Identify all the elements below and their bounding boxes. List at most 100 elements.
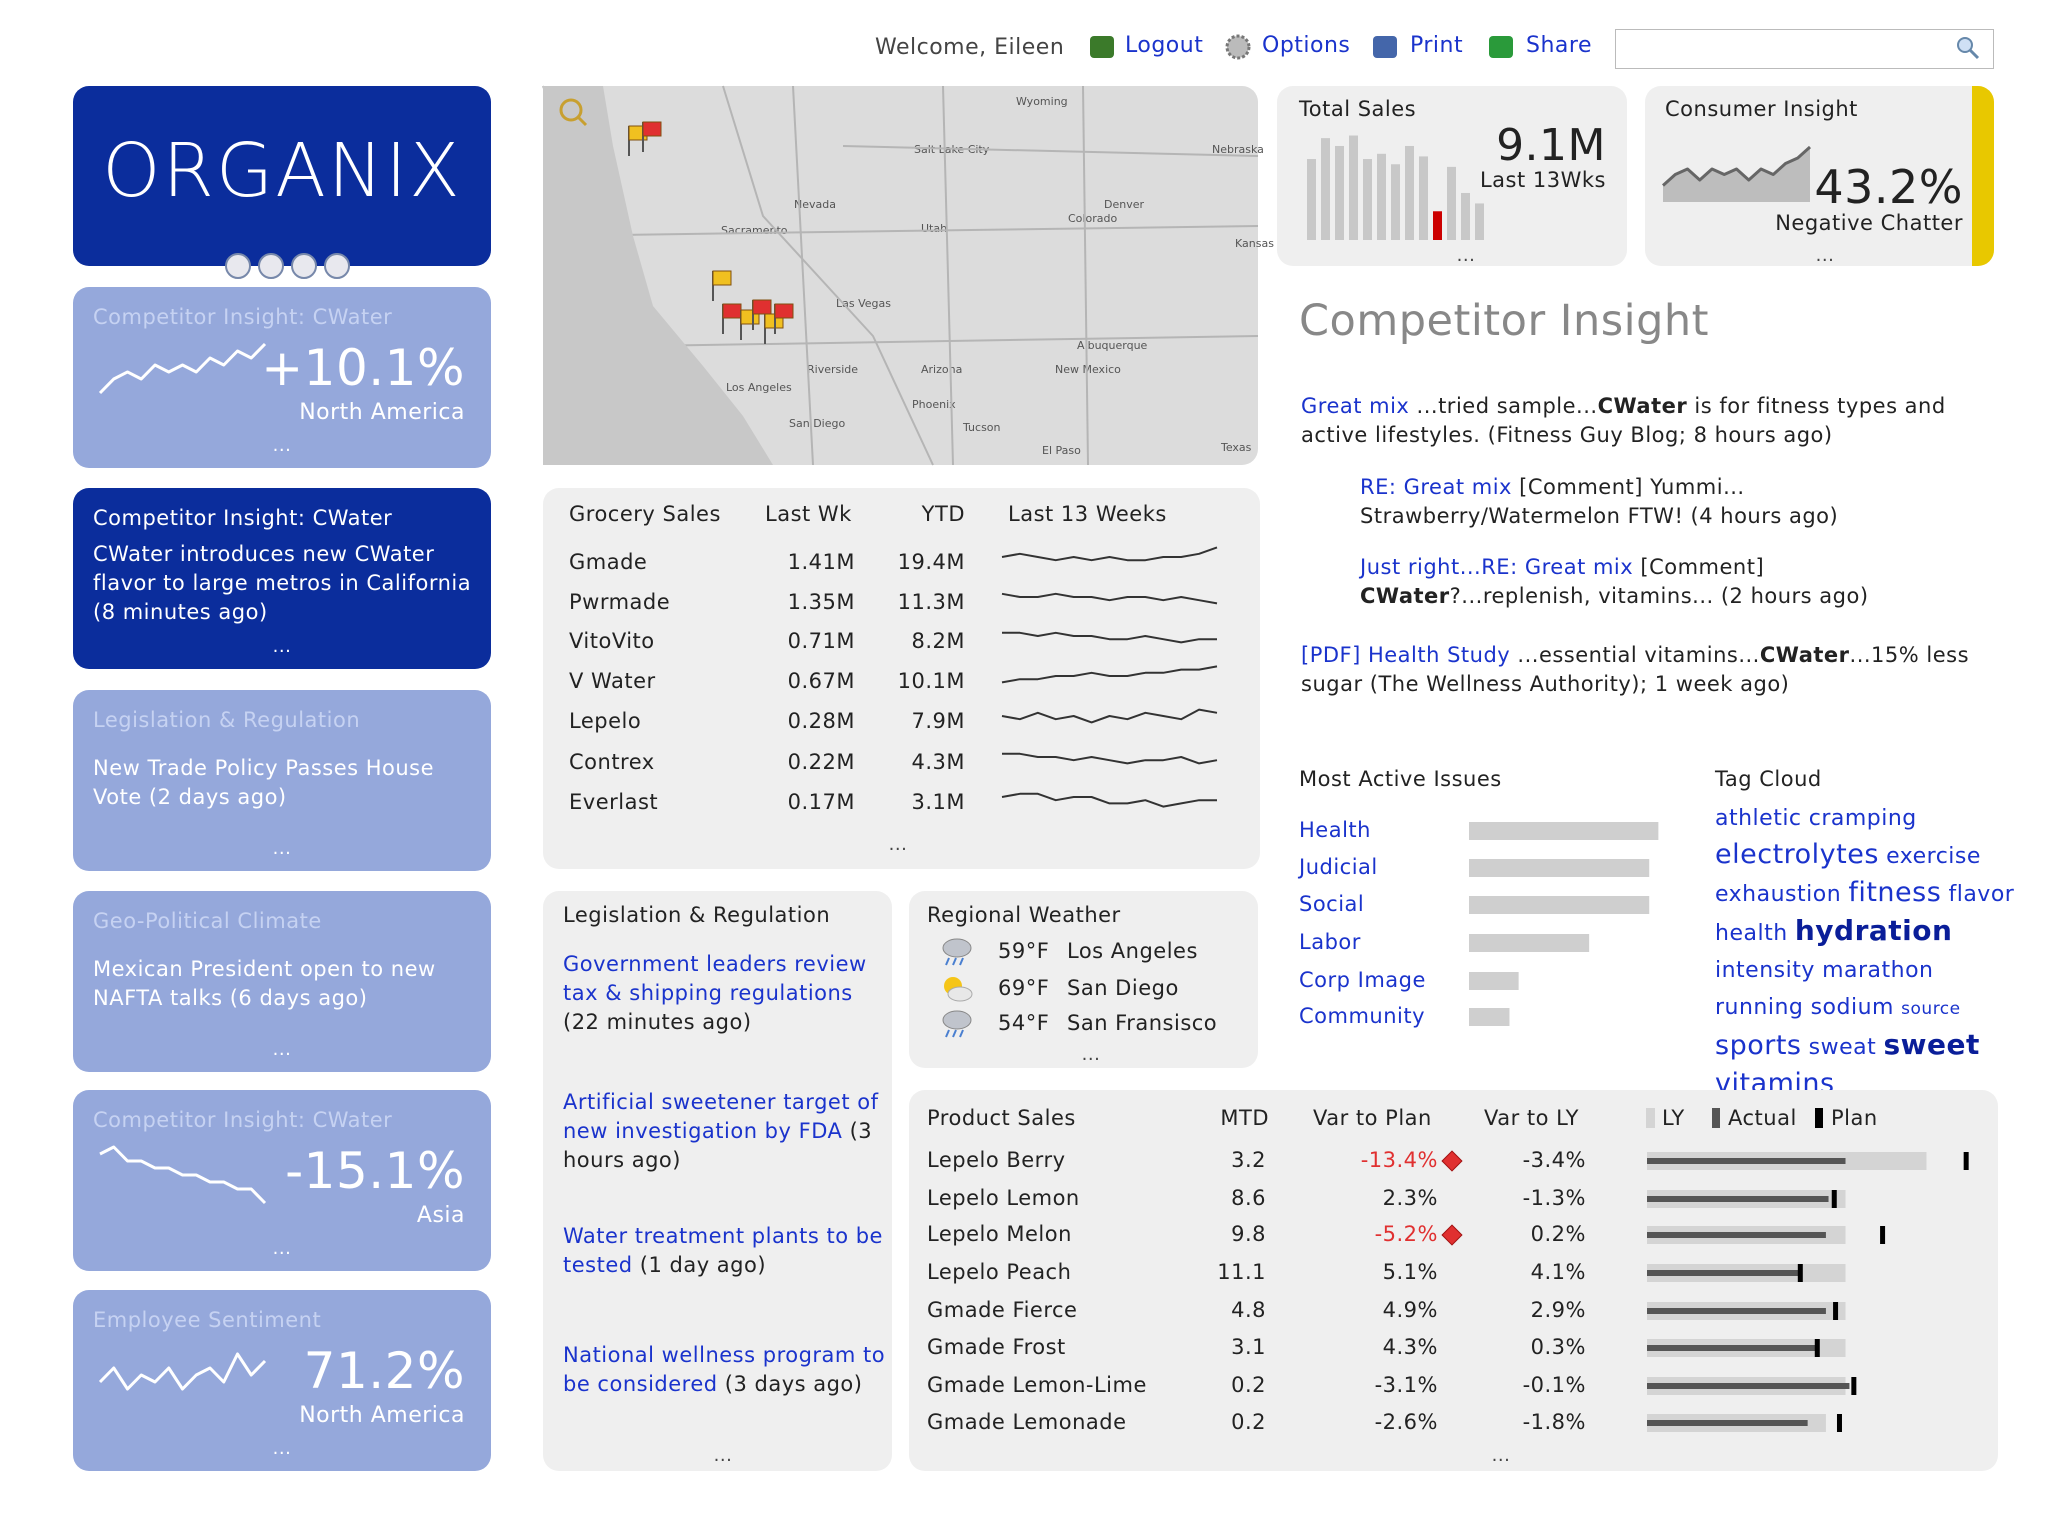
- issue-bar: [1469, 822, 1659, 840]
- tag[interactable]: sodium: [1810, 995, 1894, 1020]
- more-ellipsis[interactable]: ...: [1081, 1044, 1101, 1065]
- tag[interactable]: exercise: [1886, 844, 1981, 869]
- more-ellipsis[interactable]: ...: [272, 435, 292, 456]
- tag[interactable]: marathon: [1822, 958, 1934, 983]
- tag[interactable]: running: [1715, 995, 1804, 1020]
- tag[interactable]: sweat: [1808, 1035, 1877, 1060]
- more-ellipsis[interactable]: ...: [272, 636, 292, 657]
- product-name: Lepelo Melon: [927, 1222, 1072, 1246]
- feed-item: Just right...RE: Great mix [Comment] CWa…: [1360, 553, 1995, 611]
- tag[interactable]: source: [1901, 999, 1961, 1019]
- tag[interactable]: electrolytes: [1715, 839, 1879, 870]
- feed-text: ?...replenish, vitamins... (2 hours ago): [1449, 584, 1869, 608]
- legend-label: LY: [1662, 1106, 1685, 1130]
- rain-drop: [952, 957, 957, 966]
- more-ellipsis[interactable]: ...: [1815, 245, 1835, 266]
- tag[interactable]: sweet: [1883, 1028, 1980, 1061]
- carousel-button[interactable]: [225, 253, 251, 279]
- row-sparkline: [1001, 792, 1217, 808]
- row-sparkline: [1001, 665, 1218, 684]
- news-link[interactable]: Water treatment plants to be tested: [563, 1224, 883, 1277]
- actual-bar: [1647, 1308, 1826, 1314]
- more-ellipsis[interactable]: ...: [272, 1238, 292, 1259]
- issue-name[interactable]: Corp Image: [1299, 968, 1426, 992]
- row-name: Gmade: [569, 550, 648, 574]
- row-sparkline: [1002, 631, 1217, 644]
- news-link[interactable]: Government leaders review tax & shipping…: [563, 952, 867, 1005]
- product-name: Gmade Lemon-Lime: [927, 1373, 1147, 1397]
- legislation-panel: [543, 891, 892, 1471]
- tag[interactable]: cramping: [1808, 806, 1917, 831]
- weather-city: San Diego: [1067, 976, 1179, 1000]
- cell: 9.8: [1231, 1222, 1266, 1246]
- tag[interactable]: exhaustion: [1715, 882, 1842, 907]
- sales-bar: [1433, 211, 1442, 240]
- more-ellipsis[interactable]: ...: [272, 838, 292, 859]
- feed-text[interactable]: [PDF] Health Study: [1301, 643, 1511, 667]
- more-ellipsis[interactable]: ...: [272, 1438, 292, 1459]
- more-ellipsis[interactable]: ...: [1456, 245, 1476, 266]
- feed-text[interactable]: Just right...RE: Great mix: [1360, 555, 1634, 579]
- header-link[interactable]: Print: [1410, 33, 1464, 58]
- header-link[interactable]: Share: [1526, 33, 1592, 58]
- coastline: [543, 86, 773, 465]
- feed-item: [PDF] Health Study ...essential vitamins…: [1301, 641, 1995, 699]
- tag[interactable]: intensity: [1715, 958, 1815, 983]
- issue-name[interactable]: Labor: [1299, 930, 1361, 954]
- news-link[interactable]: National wellness program to be consider…: [563, 1343, 886, 1396]
- map-label: San Diego: [789, 417, 846, 430]
- tag[interactable]: hydration: [1794, 914, 1953, 947]
- tile: [73, 690, 491, 871]
- column-header: Grocery Sales: [569, 502, 721, 526]
- section-title: Tag Cloud: [1715, 767, 1822, 791]
- plan-marker: [1831, 1190, 1837, 1208]
- actual-bar: [1647, 1196, 1829, 1202]
- flag: [642, 121, 662, 137]
- rain-drop: [945, 1029, 950, 1038]
- map-label: Tucson: [963, 421, 1001, 434]
- column-header: MTD: [1220, 1106, 1269, 1130]
- news-link[interactable]: Artificial sweetener target of new inves…: [563, 1090, 879, 1143]
- flag: [722, 303, 742, 319]
- plan-marker: [1963, 1152, 1969, 1170]
- header-link[interactable]: Options: [1262, 33, 1351, 58]
- issue-name[interactable]: Social: [1299, 892, 1365, 916]
- feed-text[interactable]: Great mix: [1301, 394, 1410, 418]
- tag[interactable]: sports: [1715, 1030, 1802, 1061]
- sales-bar: [1391, 164, 1400, 240]
- flag: [752, 299, 772, 315]
- carousel-button[interactable]: [291, 253, 317, 279]
- issue-name[interactable]: Health: [1299, 818, 1371, 842]
- carousel-button[interactable]: [258, 253, 284, 279]
- product-name: Gmade Fierce: [927, 1298, 1078, 1322]
- plan-marker: [1880, 1226, 1886, 1244]
- issue-bars: [1469, 822, 1659, 1026]
- header-link[interactable]: Logout: [1125, 33, 1204, 58]
- more-ellipsis[interactable]: ...: [713, 1445, 733, 1466]
- feed-text: is for fitness types and active lifestyl…: [1301, 394, 1946, 447]
- tag[interactable]: fitness: [1848, 877, 1942, 908]
- search-box[interactable]: [1615, 29, 1994, 69]
- link-icon: [1090, 36, 1114, 58]
- more-ellipsis[interactable]: ...: [888, 834, 908, 855]
- consumer-value: 43.2%: [1814, 160, 1963, 214]
- issue-name[interactable]: Judicial: [1299, 855, 1378, 879]
- tag[interactable]: health: [1715, 921, 1788, 946]
- column-header: Last Wk: [765, 502, 852, 526]
- tag[interactable]: athletic: [1715, 806, 1802, 831]
- weather-temp: 69°F: [998, 976, 1050, 1000]
- tile-region: North America: [299, 400, 465, 425]
- tile-sparkline: [99, 1145, 267, 1205]
- more-ellipsis[interactable]: ...: [1491, 1445, 1511, 1466]
- cell: -3.4%: [1522, 1148, 1586, 1172]
- more-ellipsis[interactable]: ...: [272, 1039, 292, 1060]
- row-name: Contrex: [569, 750, 655, 774]
- map-road: [722, 85, 934, 466]
- feed-text[interactable]: RE: Great mix: [1360, 475, 1512, 499]
- row-name: Everlast: [569, 790, 659, 814]
- cell: -2.6%: [1374, 1410, 1438, 1434]
- logo: ORGANIX: [102, 128, 462, 214]
- issue-name[interactable]: Community: [1299, 1004, 1426, 1028]
- carousel-button[interactable]: [324, 253, 350, 279]
- tag[interactable]: flavor: [1948, 882, 2015, 907]
